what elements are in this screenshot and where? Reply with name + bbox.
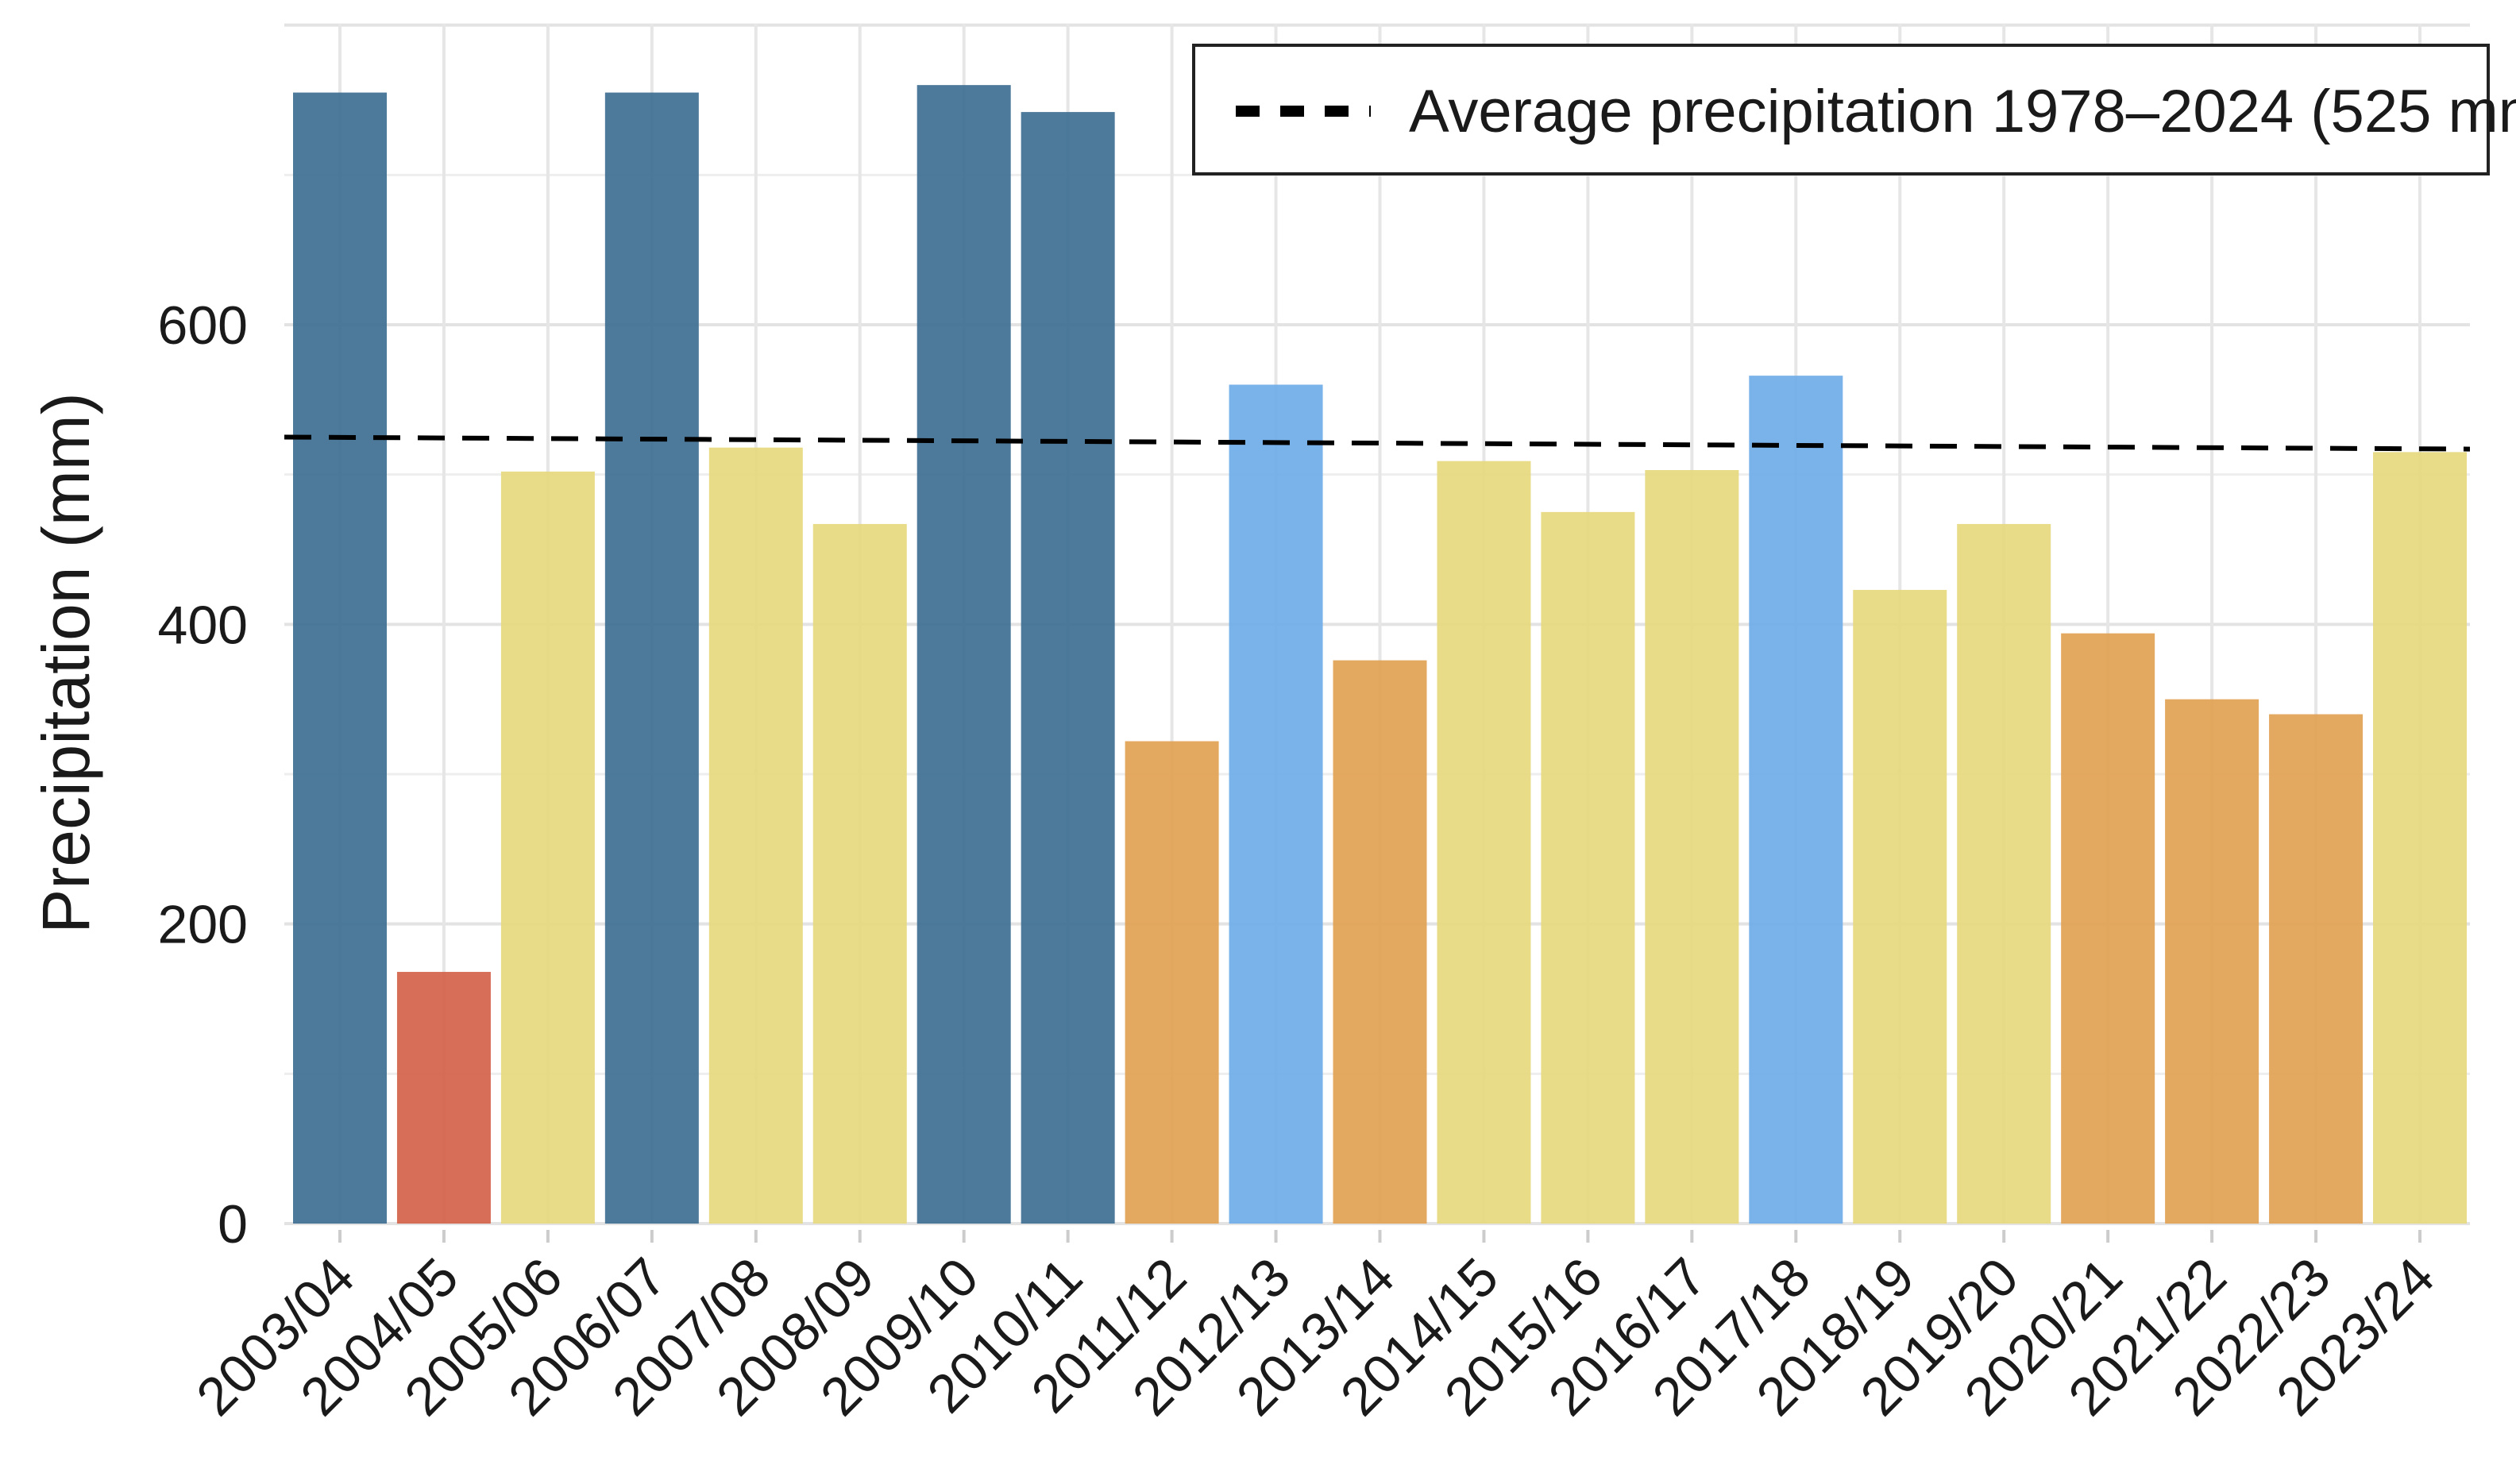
legend: Average precipitation 1978–2024 (525 mm) <box>1192 44 2516 175</box>
bar-2023-24 <box>2373 452 2467 1224</box>
bar-2016-17 <box>1645 470 1739 1224</box>
bars <box>293 85 2467 1224</box>
legend-label: Average precipitation 1978–2024 (525 mm) <box>1409 78 2516 145</box>
bar-2004-05 <box>396 972 491 1224</box>
average-precipitation-line <box>284 434 2471 452</box>
bar-2005-06 <box>500 471 595 1224</box>
bar-2018-19 <box>1853 589 1947 1224</box>
bar-2017-18 <box>1749 376 1843 1224</box>
bar-2010-11 <box>1021 112 1115 1224</box>
bar-2003-04 <box>293 92 387 1224</box>
y-tick-label: 0 <box>218 1194 248 1255</box>
bar-2013-14 <box>1333 660 1427 1224</box>
y-axis-label: Precipitation (mm) <box>29 392 103 933</box>
y-axis-ticks: 0 200 400 600 <box>158 295 248 1255</box>
bar-2022-23 <box>2269 714 2364 1224</box>
y-tick-label: 600 <box>158 295 248 356</box>
bar-2012-13 <box>1229 384 1323 1224</box>
bar-2021-22 <box>2165 699 2259 1224</box>
bar-2006-07 <box>604 92 699 1224</box>
average-line-group <box>284 434 2471 452</box>
bar-2020-21 <box>2061 633 2155 1224</box>
y-tick-label: 200 <box>158 895 248 955</box>
bar-2011-12 <box>1125 741 1219 1224</box>
x-axis-ticks: 2003/042004/052005/062006/072007/082008/… <box>185 1230 2446 1427</box>
bar-2014-15 <box>1437 461 1531 1224</box>
bar-2007-08 <box>708 447 803 1224</box>
legend-box <box>1192 44 2490 175</box>
bar-2009-10 <box>916 85 1011 1224</box>
y-tick-label: 400 <box>158 595 248 655</box>
bar-2015-16 <box>1541 511 1635 1224</box>
bar-2019-20 <box>1957 523 2051 1224</box>
bar-2008-09 <box>812 523 907 1224</box>
